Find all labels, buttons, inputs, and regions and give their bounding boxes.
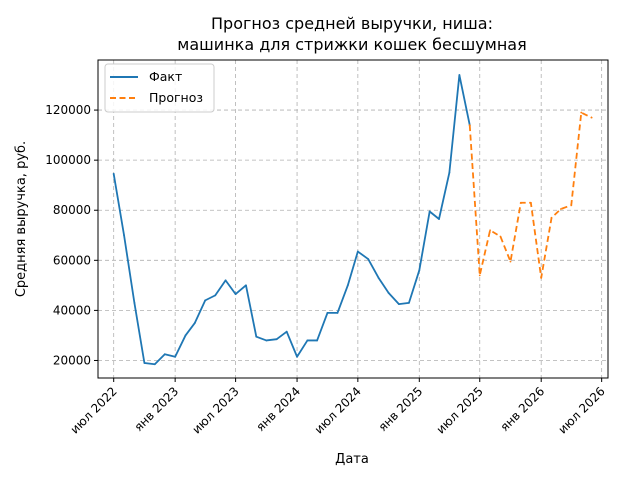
- x-tick-label: июл 2023: [189, 384, 241, 436]
- y-tick-label: 40000: [53, 303, 91, 317]
- y-tick-label: 20000: [53, 353, 91, 367]
- y-tick-label: 80000: [53, 203, 91, 217]
- data-point: [367, 258, 370, 260]
- data-point: [214, 294, 217, 297]
- data-point: [438, 218, 440, 220]
- data-point: [478, 274, 481, 277]
- data-point: [326, 311, 329, 314]
- chart-title-line-2: машинка для стрижки кошек бесшумная: [177, 35, 526, 54]
- data-point: [245, 284, 247, 287]
- x-tick-label: июл 2022: [68, 384, 120, 436]
- legend-label-forecast: Прогноз: [149, 90, 203, 105]
- x-tick-label: июл 2024: [312, 384, 364, 436]
- data-point: [560, 208, 562, 210]
- data-point: [540, 276, 543, 279]
- x-tick-label: янв 2023: [131, 384, 181, 434]
- data-point: [448, 171, 451, 174]
- data-point: [123, 234, 125, 237]
- y-axis-ticks: 20000 40000 60000 80000 100000 120000: [45, 103, 98, 367]
- data-point: [418, 269, 421, 272]
- data-point: [163, 353, 166, 356]
- data-point: [499, 235, 502, 238]
- data-point: [255, 335, 258, 338]
- series-line-forecast: [468, 111, 593, 279]
- x-axis-ticks: июл 2022 янв 2023 июл 2023 янв 2024 июл 2024…: [68, 378, 608, 437]
- series-line-fact: [112, 74, 471, 366]
- data-point: [133, 301, 136, 304]
- data-point: [468, 124, 471, 127]
- data-point: [316, 339, 318, 342]
- series-lines: [112, 74, 593, 366]
- data-point: [428, 210, 431, 213]
- data-point: [377, 276, 380, 279]
- grid-lines: [98, 60, 608, 378]
- data-point: [570, 204, 573, 207]
- x-tick-label: янв 2026: [497, 384, 547, 434]
- data-point: [143, 362, 146, 364]
- data-point: [204, 299, 207, 302]
- data-point: [346, 284, 349, 287]
- data-point: [356, 250, 359, 253]
- y-tick-label: 120000: [45, 103, 91, 117]
- legend-label-fact: Факт: [149, 69, 182, 84]
- data-point: [458, 74, 461, 76]
- y-tick-label: 100000: [45, 153, 91, 167]
- data-point: [509, 260, 512, 263]
- data-point: [336, 311, 339, 314]
- plot-area-frame: [97, 59, 609, 379]
- data-point: [529, 201, 532, 204]
- chart-title-line-1: Прогноз средней выручки, ниша:: [211, 14, 493, 33]
- data-point: [408, 301, 410, 304]
- data-point: [275, 338, 278, 341]
- data-point: [306, 339, 309, 342]
- x-tick-label: июл 2026: [555, 384, 607, 436]
- data-point: [387, 291, 390, 294]
- data-point: [153, 363, 156, 366]
- data-point: [112, 173, 115, 175]
- y-tick-label: 60000: [53, 253, 91, 267]
- data-point: [590, 116, 593, 119]
- data-point: [550, 216, 553, 219]
- x-tick-label: янв 2025: [376, 384, 426, 434]
- y-axis-label: Средняя выручка, руб.: [14, 141, 29, 297]
- data-point: [580, 111, 583, 114]
- data-point: [296, 355, 298, 358]
- x-tick-label: янв 2024: [253, 384, 303, 434]
- x-tick-label: июл 2025: [434, 384, 486, 436]
- data-point: [224, 279, 227, 282]
- data-point: [489, 229, 492, 232]
- data-point: [519, 201, 522, 204]
- data-point: [285, 330, 288, 333]
- data-point: [193, 322, 196, 324]
- data-point: [174, 355, 177, 358]
- x-axis-label: Дата: [335, 452, 369, 467]
- data-point: [234, 293, 237, 296]
- data-point: [398, 303, 400, 306]
- data-point: [265, 339, 268, 342]
- legend: Факт Прогноз: [104, 63, 215, 113]
- data-point: [184, 334, 187, 337]
